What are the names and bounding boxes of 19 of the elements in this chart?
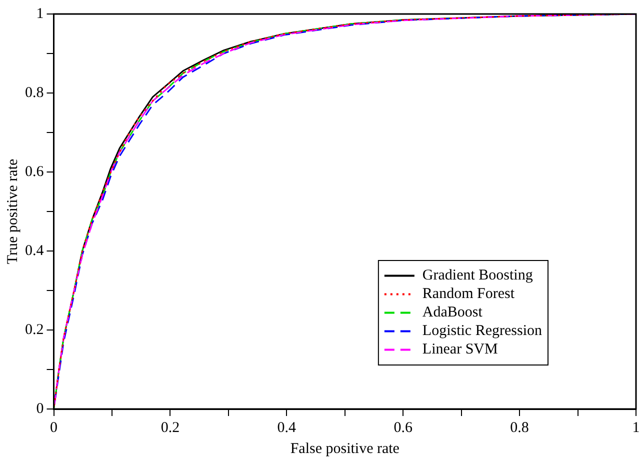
y-axis-title: True positive rate [4,158,21,264]
x-tick-label: 0.2 [160,420,180,436]
y-tick-label: 0.6 [25,164,44,180]
x-tick-label: 0.4 [277,420,297,436]
y-tick-label: 0.8 [25,84,44,101]
y-tick-label: 0.2 [25,322,44,338]
legend-label: Logistic Regression [422,323,542,340]
x-tick-label: 0 [50,420,58,436]
x-tick-label: 1 [632,420,640,436]
legend-label: AdaBoost [422,304,484,321]
x-axis-title: False positive rate [290,440,400,457]
legend-label: Gradient Boosting [422,268,534,284]
legend-label: Random Forest [422,286,516,302]
y-tick-label: 0 [36,400,44,417]
x-tick-label: 0.8 [510,420,529,436]
y-tick-label: 0.4 [25,242,44,259]
y-tick-label: 1 [36,6,44,22]
legend-label: Linear SVM [422,342,498,358]
x-tick-label: 0.6 [394,420,413,436]
